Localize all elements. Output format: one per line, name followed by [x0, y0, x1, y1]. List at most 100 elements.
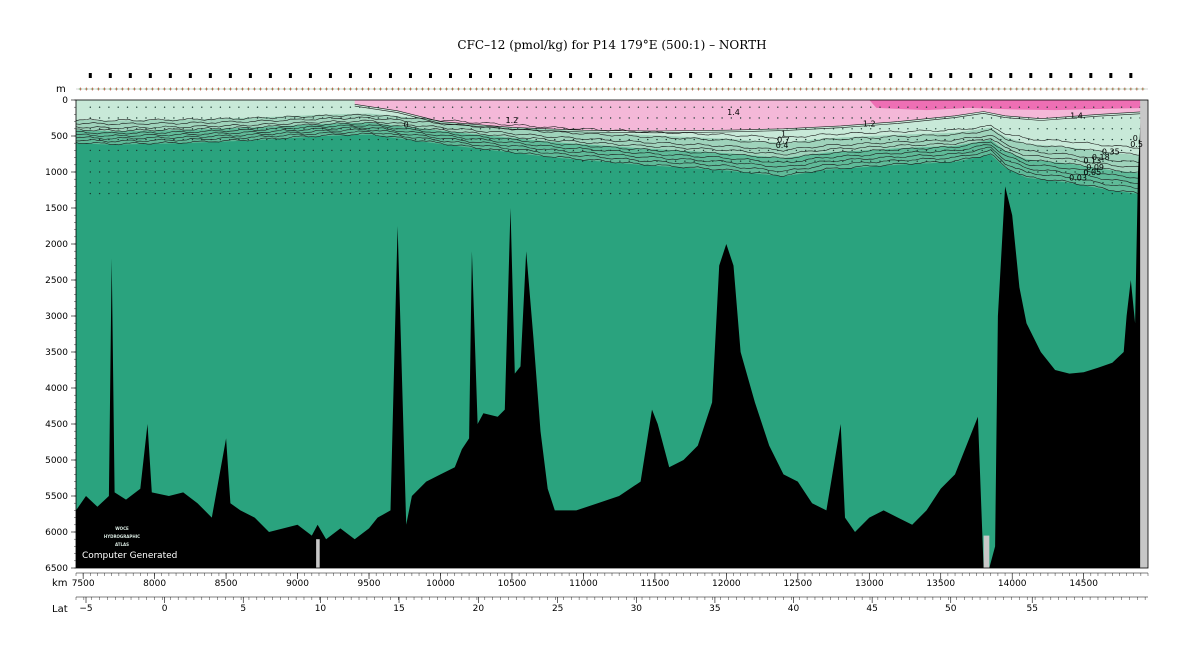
- sample-dot: [767, 117, 770, 119]
- sample-dot: [544, 106, 547, 108]
- sample-dot: [340, 128, 342, 130]
- sample-dot: [1009, 128, 1011, 130]
- sample-dot: [294, 149, 296, 152]
- sample-dot: [628, 171, 630, 173]
- sample-dot: [907, 160, 909, 162]
- woce-logo: WOCE HYDROGRAPHIC ATLAS: [104, 526, 140, 547]
- sample-dot: [953, 171, 955, 173]
- sample-dot: [201, 117, 203, 119]
- contour-label: 0.13: [1083, 156, 1101, 165]
- sample-dot: [544, 149, 547, 152]
- x-axis-label: km: [52, 578, 68, 589]
- sample-dot: [600, 138, 602, 141]
- contour-line: [76, 122, 1148, 169]
- sample-dot: [888, 171, 890, 173]
- sample-dot: [582, 171, 584, 173]
- sample-dot: [1111, 182, 1114, 184]
- sample-dot: [368, 171, 370, 173]
- station-number: [268, 73, 272, 78]
- sample-dot: [962, 171, 965, 173]
- sample-dot: [517, 128, 519, 130]
- sample-dot: [275, 138, 277, 141]
- sample-dot: [405, 149, 407, 152]
- sample-dot: [433, 117, 435, 119]
- lat-tick-label: 50: [945, 604, 957, 614]
- sample-dot: [767, 192, 770, 195]
- sample-dot: [1000, 117, 1002, 119]
- sample-dot: [201, 149, 203, 152]
- sample-dot: [424, 149, 426, 152]
- sample-dot: [591, 128, 593, 130]
- sample-dot: [916, 149, 918, 152]
- sample-dot: [721, 182, 723, 184]
- sample-dot: [609, 160, 612, 162]
- sample-dot: [359, 138, 361, 141]
- contour-line: [76, 119, 1148, 165]
- sample-dot: [489, 106, 491, 108]
- sample-dot: [870, 192, 872, 195]
- sample-dot: [702, 171, 705, 173]
- sample-dot: [656, 138, 658, 141]
- sample-dot: [591, 160, 593, 162]
- sample-dot: [823, 160, 825, 162]
- station-number: [288, 73, 292, 78]
- sample-dot: [303, 149, 305, 152]
- sample-dot: [851, 192, 853, 195]
- sample-dot: [1046, 117, 1048, 119]
- sample-dot: [173, 128, 175, 130]
- sample-dot: [609, 192, 612, 195]
- sample-dot: [1093, 128, 1095, 130]
- computer-generated-credit: Computer Generated: [82, 551, 177, 561]
- sample-dot: [396, 138, 398, 141]
- sample-dot: [897, 192, 900, 195]
- station-number: [629, 73, 633, 78]
- sample-dot: [851, 182, 853, 184]
- sample-dot: [377, 160, 379, 162]
- sample-dot: [1093, 182, 1095, 184]
- sample-dot: [637, 192, 640, 195]
- sample-dot: [173, 106, 175, 108]
- sample-dot: [609, 171, 612, 173]
- sample-dot: [935, 171, 937, 173]
- sample-dot: [479, 160, 482, 162]
- sample-dot: [340, 160, 342, 162]
- sample-dot: [414, 106, 417, 108]
- sample-dot: [814, 106, 816, 108]
- sample-dot: [517, 192, 519, 195]
- sample-dot: [377, 138, 379, 141]
- sample-dot: [879, 149, 881, 152]
- sample-dot: [860, 160, 863, 162]
- sample-dot: [1074, 182, 1076, 184]
- sample-dot: [442, 149, 444, 152]
- sample-dot: [1093, 192, 1095, 195]
- sample-dot: [693, 192, 695, 195]
- sample-dot: [340, 138, 342, 141]
- sample-dot: [1046, 128, 1048, 130]
- sample-dot: [572, 149, 575, 152]
- sample-dot: [935, 106, 937, 108]
- latitude-axis: −5 0 5 10 15 20 25 30 35 40 45 50 55: [75, 596, 1148, 614]
- sample-dot: [266, 106, 268, 108]
- sample-dot: [962, 117, 965, 119]
- sample-dot: [925, 138, 928, 141]
- sample-dot: [712, 149, 714, 152]
- sample-dot: [154, 182, 156, 184]
- sample-dot: [1018, 106, 1021, 108]
- lat-tick-label: 30: [631, 604, 643, 614]
- sample-dot: [684, 138, 686, 141]
- sample-dot: [173, 138, 175, 141]
- sample-dot: [498, 160, 500, 162]
- sample-dot: [470, 149, 472, 152]
- sample-dot: [851, 138, 853, 141]
- sample-dot: [108, 106, 110, 108]
- sample-dot: [619, 106, 621, 108]
- sample-dot: [238, 117, 240, 119]
- sample-dot: [108, 138, 110, 141]
- sample-dot: [1046, 149, 1048, 152]
- sample-dot: [507, 128, 510, 130]
- sample-dot: [386, 117, 389, 119]
- sample-dot: [1018, 149, 1021, 152]
- sample-dots: [89, 106, 1141, 195]
- sample-dot: [479, 192, 482, 195]
- logo-line: ATLAS: [115, 542, 129, 547]
